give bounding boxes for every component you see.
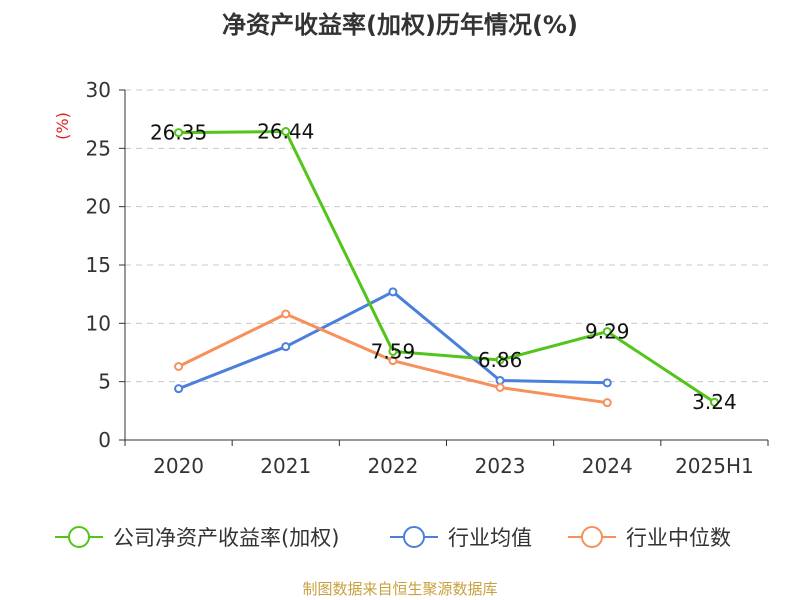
x-tick-label: 2024 — [582, 454, 633, 478]
y-tick-label: 15 — [86, 253, 111, 277]
data-point — [495, 383, 505, 392]
data-point — [174, 384, 184, 394]
legend-label: 行业中位数 — [626, 526, 731, 550]
data-point — [495, 376, 505, 385]
data-label: 9.29 — [585, 320, 630, 344]
chart-title: 净资产收益率(加权)历年情况(%) — [222, 11, 578, 39]
data-point — [281, 127, 291, 137]
legend-swatch-marker — [403, 526, 425, 548]
data-point — [602, 327, 612, 337]
data-label: 6.86 — [478, 348, 523, 372]
x-tick-label: 2021 — [260, 454, 311, 478]
axes: 0 5 10 15 20 25 30 2020 2021 2022 2023 2024 2025H1 — [86, 78, 769, 478]
grid-lines — [125, 89, 768, 383]
y-tick-label: 10 — [86, 311, 111, 335]
data-point — [602, 398, 612, 408]
data-point — [709, 397, 719, 407]
x-tick-label: 2025H1 — [675, 454, 754, 478]
source-footer: 制图数据来自恒生聚源数据库 — [302, 580, 497, 598]
data-label: 26.44 — [257, 120, 314, 144]
data-label: 26.35 — [150, 121, 207, 145]
data-label: 3.24 — [692, 390, 737, 414]
y-tick-label: 30 — [86, 78, 111, 102]
data-label: 7.59 — [371, 339, 416, 363]
legend: 公司净资产收益率(加权) 行业均值 行业中位数 — [55, 526, 731, 550]
data-point — [281, 342, 291, 352]
x-tick-label: 2022 — [367, 454, 418, 478]
y-axis-unit-label: (%) — [53, 112, 72, 140]
data-point — [495, 355, 505, 365]
data-point — [174, 362, 184, 371]
legend-swatch-marker — [581, 526, 603, 548]
x-tick-label: 2023 — [475, 454, 526, 478]
data-point — [174, 128, 184, 138]
data-point — [281, 309, 291, 319]
y-tick-label: 20 — [86, 195, 111, 219]
x-tick-label: 2020 — [153, 454, 204, 478]
data-point — [388, 346, 398, 356]
data-point — [388, 287, 398, 297]
y-tick-label: 5 — [98, 370, 111, 394]
y-tick-label: 25 — [86, 136, 111, 160]
data-point — [602, 378, 612, 388]
legend-swatch-marker — [68, 526, 90, 548]
series-line — [178, 130, 716, 404]
y-tick-label: 0 — [98, 428, 111, 452]
series-group: 26.35 26.44 7.59 6.86 9.29 3.24 — [150, 120, 737, 415]
legend-label: 行业均值 — [448, 526, 532, 550]
legend-label: 公司净资产收益率(加权) — [113, 526, 339, 550]
data-point — [388, 356, 398, 366]
